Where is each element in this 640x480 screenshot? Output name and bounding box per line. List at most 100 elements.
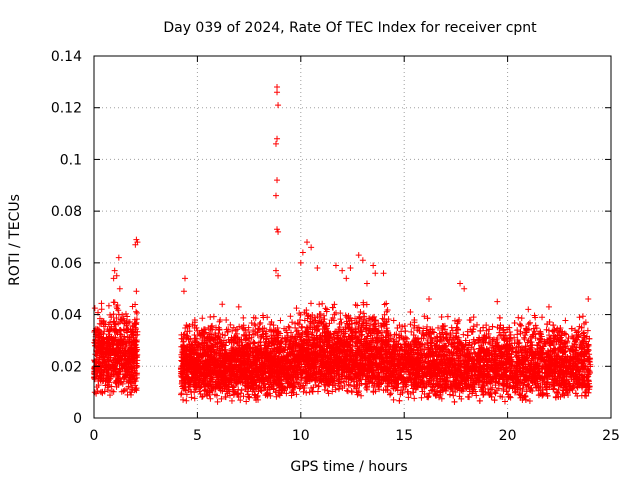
data-point	[127, 391, 134, 398]
data-point	[282, 372, 289, 379]
data-point	[127, 326, 134, 333]
data-point	[240, 331, 247, 338]
data-point	[131, 320, 138, 327]
data-point	[199, 393, 206, 400]
data-point	[105, 382, 112, 389]
data-point	[199, 315, 206, 322]
data-point	[110, 318, 117, 325]
data-point	[128, 380, 135, 387]
data-point	[281, 325, 288, 332]
data-point	[99, 339, 106, 346]
data-point	[122, 367, 129, 374]
data-point	[250, 314, 257, 321]
data-point	[285, 379, 292, 386]
data-point	[97, 349, 104, 356]
data-point	[99, 362, 106, 369]
data-point	[101, 342, 108, 349]
data-point	[132, 370, 139, 377]
data-point	[227, 321, 234, 328]
data-point	[107, 392, 114, 399]
data-point	[131, 358, 138, 365]
data-point	[264, 314, 271, 321]
data-point	[129, 349, 136, 356]
data-point	[183, 397, 190, 404]
data-point	[121, 333, 128, 340]
data-point	[105, 302, 112, 309]
data-point	[287, 313, 294, 320]
data-point	[119, 352, 126, 359]
data-point	[191, 395, 198, 402]
data-point	[98, 300, 105, 307]
data-point	[246, 351, 253, 358]
data-point	[197, 384, 204, 391]
data-point	[270, 385, 277, 392]
data-point	[98, 306, 105, 313]
data-point	[224, 390, 231, 397]
data-point	[247, 385, 254, 392]
data-point	[94, 387, 101, 394]
data-point	[280, 376, 287, 383]
data-point	[114, 338, 121, 345]
data-point	[111, 371, 118, 378]
data-point	[101, 328, 108, 335]
data-point	[97, 375, 104, 382]
data-point	[133, 308, 140, 315]
data-point	[94, 340, 101, 347]
data-point	[107, 364, 114, 371]
data-point	[129, 386, 136, 393]
data-point	[110, 367, 117, 374]
data-point	[224, 328, 231, 335]
data-point	[263, 336, 270, 343]
data-point	[125, 350, 132, 357]
data-point	[225, 386, 232, 393]
grid-layer	[94, 56, 611, 418]
data-point	[112, 350, 119, 357]
data-point	[129, 373, 136, 380]
data-point	[120, 315, 127, 322]
data-point	[268, 372, 275, 379]
data-point	[117, 331, 124, 338]
data-point	[91, 389, 98, 396]
data-point	[245, 324, 252, 331]
data-point	[122, 373, 129, 380]
data-point	[217, 317, 224, 324]
data-point	[105, 358, 112, 365]
data-point	[95, 356, 102, 363]
data-point	[191, 332, 198, 339]
data-point	[133, 387, 140, 394]
data-point	[121, 327, 128, 334]
data-point	[184, 333, 191, 340]
data-point	[133, 374, 140, 381]
data-point	[199, 393, 206, 400]
data-point	[207, 375, 214, 382]
data-point	[279, 384, 286, 391]
data-point	[106, 338, 113, 345]
data-point	[117, 316, 124, 323]
data-point	[259, 312, 266, 319]
data-point	[110, 388, 117, 395]
data-point	[246, 394, 253, 401]
data-point	[134, 309, 141, 316]
data-point	[288, 334, 295, 341]
data-point	[93, 383, 100, 390]
data-point	[223, 316, 230, 323]
data-point	[263, 374, 270, 381]
data-point	[286, 324, 293, 331]
data-point	[276, 392, 283, 399]
data-point	[194, 328, 201, 335]
data-point	[114, 360, 121, 367]
data-point	[258, 375, 265, 382]
data-point	[105, 321, 112, 328]
data-point	[128, 353, 135, 360]
data-point	[124, 313, 131, 320]
data-point	[107, 352, 114, 359]
data-point	[257, 319, 264, 326]
data-point	[219, 388, 226, 395]
data-point	[222, 332, 229, 339]
data-point	[132, 301, 139, 308]
data-point	[191, 389, 198, 396]
data-point	[127, 344, 134, 351]
data-point	[110, 334, 117, 341]
data-point	[100, 331, 107, 338]
data-point	[100, 336, 107, 343]
